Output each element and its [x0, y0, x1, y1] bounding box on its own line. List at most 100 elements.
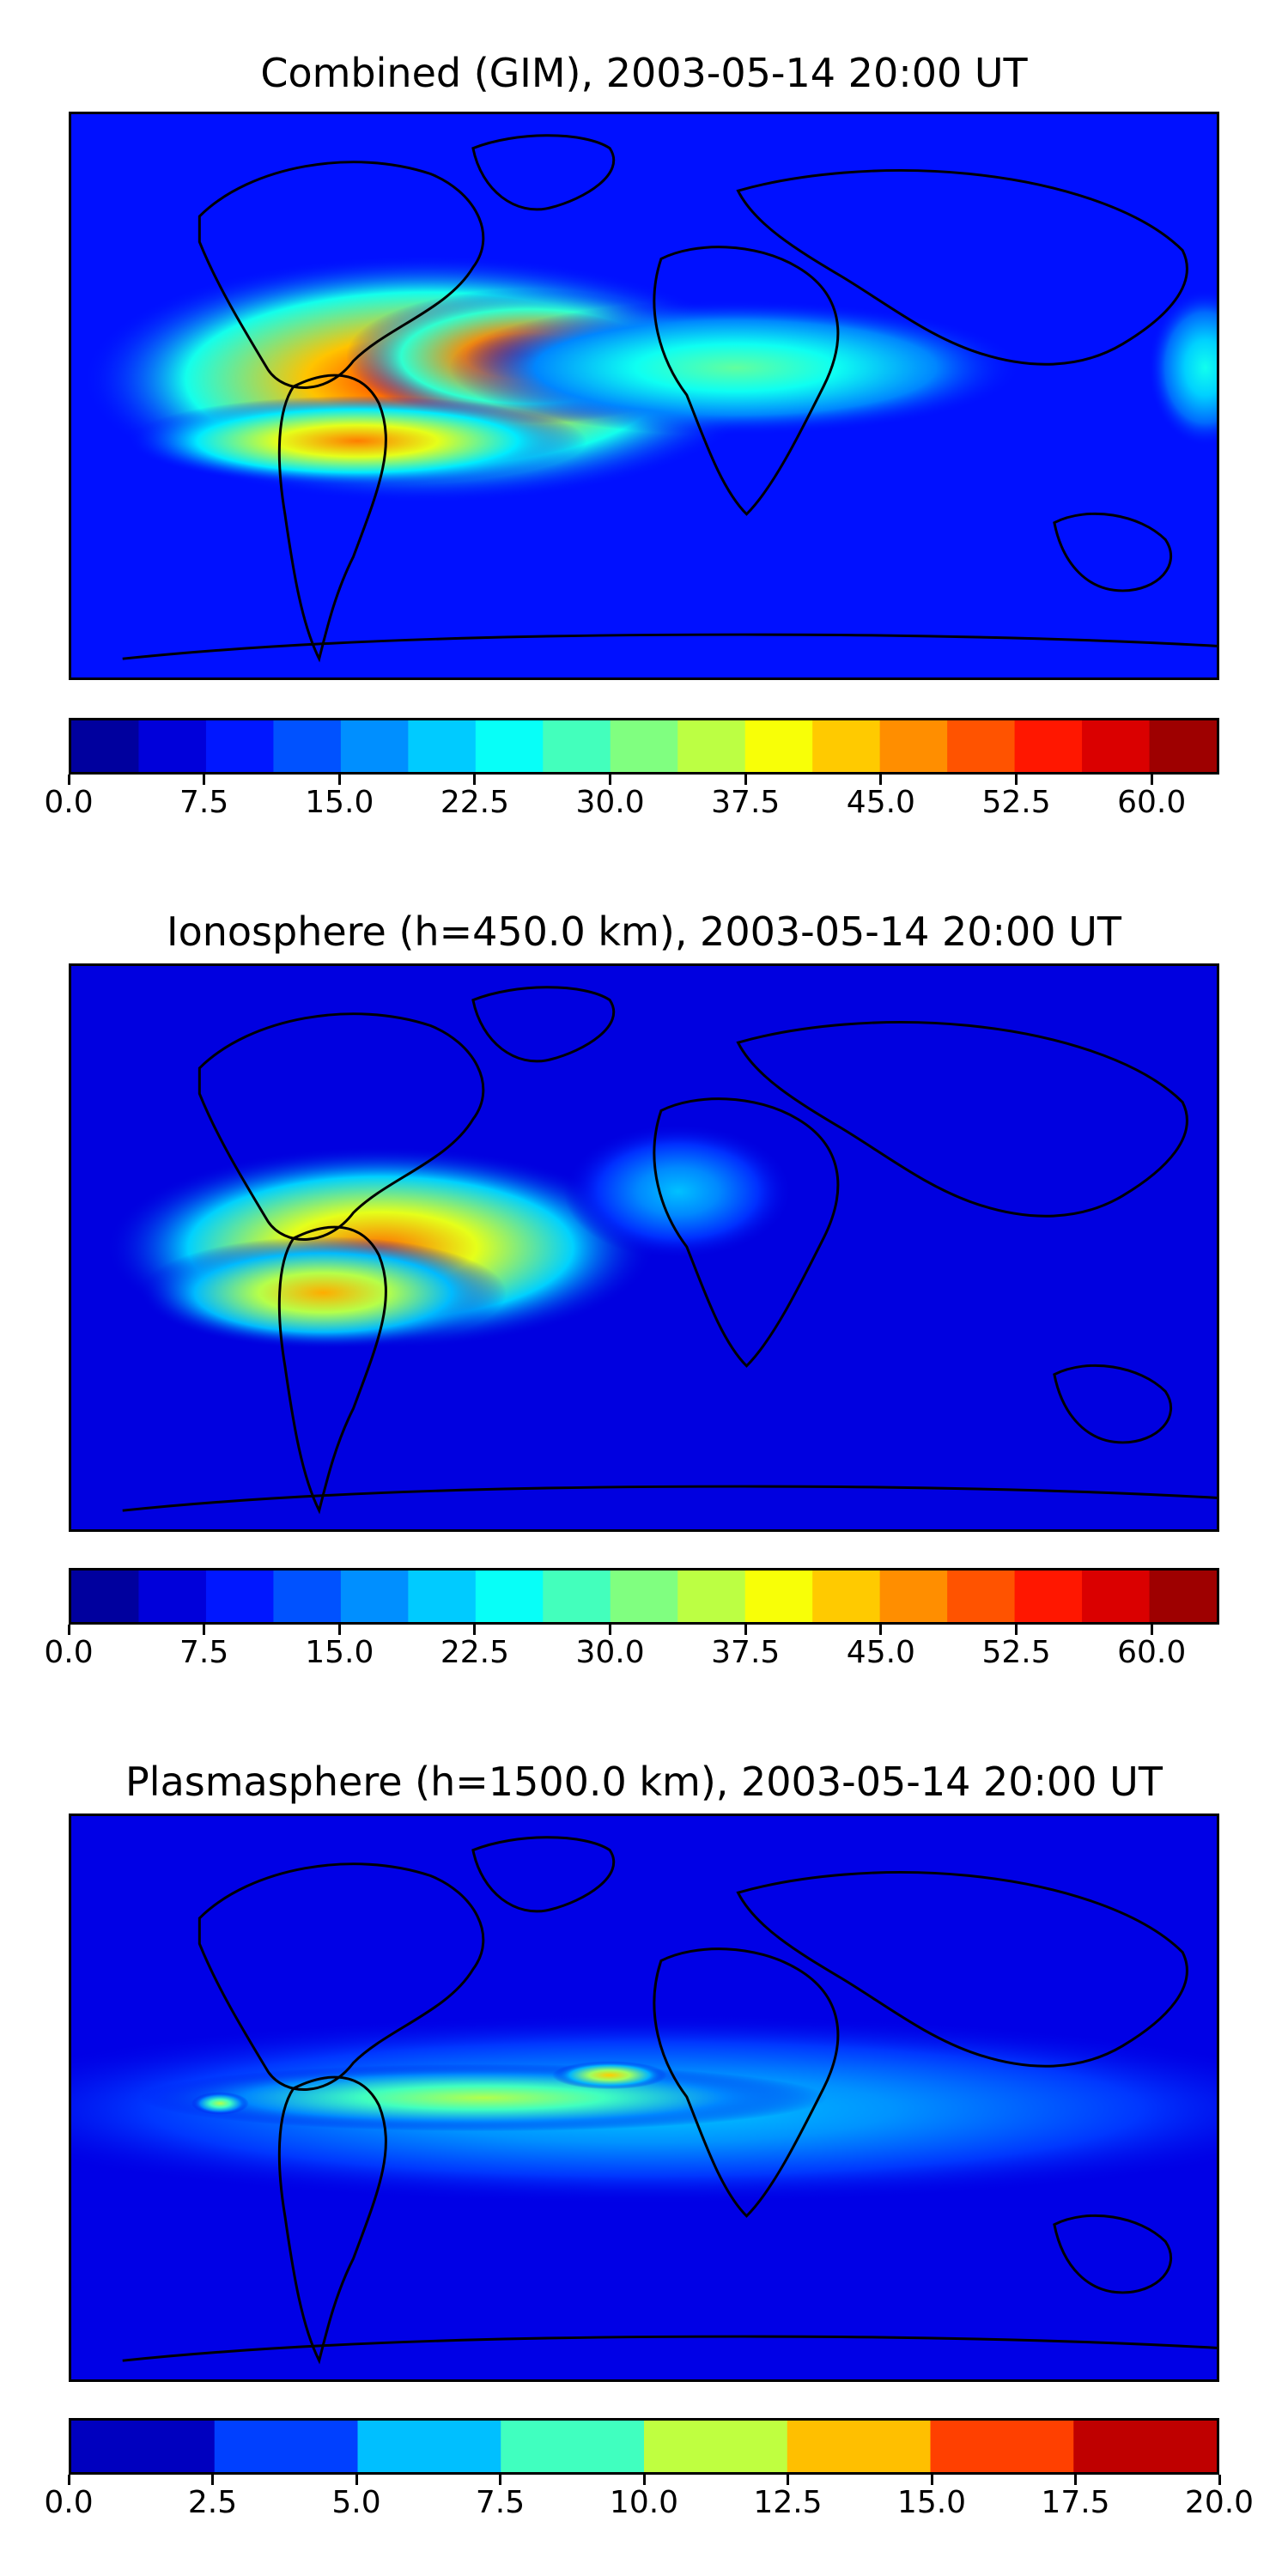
coastline: [197, 161, 485, 389]
tick-mark: [787, 2475, 789, 2485]
colorbar-segment: [408, 1571, 477, 1622]
coastline: [122, 2335, 1217, 2362]
tick-mark: [879, 1625, 883, 1635]
tick-label: 37.5: [711, 785, 781, 820]
colorbar-segment: [677, 720, 746, 772]
tick-mark: [337, 775, 341, 785]
coastline: [471, 134, 616, 211]
colorbar-svg: [71, 2421, 1217, 2472]
heatmap-map: [69, 112, 1219, 680]
colorbar-segment: [71, 2421, 216, 2472]
colorbar-segment: [744, 720, 813, 772]
tick-label: 37.5: [711, 1635, 781, 1670]
colorbar-segment: [205, 720, 274, 772]
tick-label: 22.5: [440, 785, 510, 820]
colorbar-segment: [644, 2421, 788, 2472]
tick-label: 2.5: [187, 2485, 238, 2520]
panel-plasmasphere: Plasmasphere (h=1500.0 km), 2003-05-14 2…: [0, 1700, 1288, 2559]
colorbar-segment: [138, 1571, 207, 1622]
heatmap-blob: [128, 396, 587, 486]
tick-mark: [609, 1625, 612, 1635]
colorbar-segment: [812, 720, 881, 772]
tick-mark: [1074, 2475, 1077, 2485]
coastline: [1053, 1364, 1172, 1444]
colorbar-segment: [340, 1571, 409, 1622]
heatmap-blob: [563, 1123, 793, 1260]
heatmap-blob: [1147, 289, 1217, 447]
tick-label: 7.5: [179, 1635, 229, 1670]
colorbar-ticks: 0.0 7.5 15.0 22.5 30.0 37.5 45.0 52.5 60.0: [0, 775, 1288, 826]
heatmap-map: [69, 963, 1219, 1532]
colorbar-segment: [543, 1571, 611, 1622]
tick-label: 12.5: [753, 2485, 823, 2520]
colorbar-segment: [1149, 720, 1217, 772]
tick-label: 60.0: [1117, 1635, 1187, 1670]
colorbar-segment: [610, 1571, 678, 1622]
tick-label: 17.5: [1041, 2485, 1110, 2520]
tick-label: 45.0: [846, 1635, 915, 1670]
colorbar-segment: [744, 1571, 813, 1622]
colorbar-ticks: 0.0 2.5 5.0 7.5 10.0 12.5 15.0 17.5 20.0: [0, 2475, 1288, 2526]
tick-label: 5.0: [331, 2485, 381, 2520]
tick-mark: [879, 775, 883, 785]
tick-label: 52.5: [981, 1635, 1051, 1670]
heatmap-map: [69, 1814, 1219, 2382]
colorbar-svg: [71, 720, 1217, 772]
tick-mark: [499, 2475, 501, 2485]
tick-mark: [642, 2475, 646, 2485]
coastline: [653, 1097, 840, 1368]
colorbar-segment: [273, 1571, 342, 1622]
coastline: [1053, 2214, 1172, 2294]
coastline: [197, 1862, 485, 2091]
colorbar-segment: [138, 720, 207, 772]
colorbar: [69, 718, 1219, 775]
heatmap-blob: [449, 300, 1023, 435]
coastline: [471, 1836, 616, 1913]
tick-label: 45.0: [846, 785, 915, 820]
heatmap-blob: [552, 2061, 667, 2090]
tick-label: 30.0: [575, 1635, 645, 1670]
coastline: [277, 1225, 387, 1515]
tick-mark: [1150, 775, 1153, 785]
colorbar-segment: [947, 1571, 1016, 1622]
coastline: [736, 169, 1188, 366]
colorbar-segment: [1014, 1571, 1083, 1622]
tick-mark: [609, 775, 612, 785]
tick-label: 60.0: [1117, 785, 1187, 820]
colorbar-segment: [408, 720, 477, 772]
colorbar-ticks: 0.0 7.5 15.0 22.5 30.0 37.5 45.0 52.5 60.0: [0, 1625, 1288, 1676]
colorbar-segment: [273, 720, 342, 772]
tick-label: 15.0: [896, 2485, 967, 2520]
colorbar-segment: [1082, 1571, 1151, 1622]
colorbar-segment: [475, 720, 544, 772]
chart-title: Ionosphere (h=450.0 km), 2003-05-14 20:0…: [167, 908, 1121, 955]
tick-label: 30.0: [575, 785, 645, 820]
tick-mark: [67, 775, 70, 785]
colorbar-segment: [879, 1571, 948, 1622]
tick-mark: [1015, 775, 1018, 785]
colorbar-svg: [71, 1571, 1217, 1622]
tick-mark: [355, 2475, 358, 2485]
colorbar-segment: [947, 720, 1016, 772]
chart-title: Plasmasphere (h=1500.0 km), 2003-05-14 2…: [125, 1759, 1163, 1805]
colorbar-segment: [357, 2421, 501, 2472]
heatmap-svg: [71, 1816, 1217, 2379]
colorbar-segment: [1082, 720, 1151, 772]
tick-mark: [337, 1625, 341, 1635]
colorbar-segment: [812, 1571, 881, 1622]
colorbar-segment: [930, 2421, 1074, 2472]
colorbar-segment: [1014, 720, 1083, 772]
coastline: [197, 1012, 485, 1241]
tick-label: 22.5: [440, 1635, 510, 1670]
colorbar-segment: [787, 2421, 931, 2472]
tick-label: 7.5: [179, 785, 229, 820]
coastline: [277, 374, 387, 663]
coastline: [277, 2075, 387, 2365]
colorbar-segment: [610, 720, 678, 772]
tick-label: 0.0: [44, 2485, 94, 2520]
tick-label: 20.0: [1184, 2485, 1255, 2520]
colorbar: [69, 2418, 1219, 2475]
tick-mark: [744, 775, 747, 785]
tick-mark: [67, 2475, 70, 2485]
colorbar-segment: [879, 720, 948, 772]
